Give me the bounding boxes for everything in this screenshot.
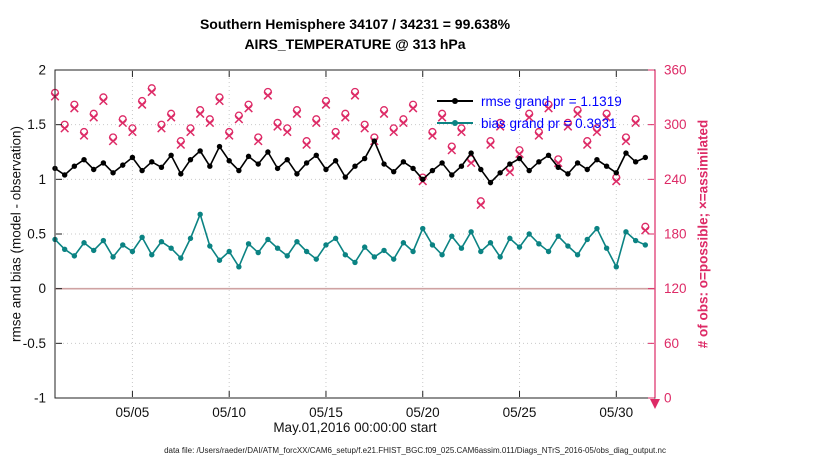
svg-text:300: 300 [664, 117, 687, 132]
rmse-series [52, 138, 649, 186]
svg-text:1: 1 [38, 172, 46, 187]
right-axis-label: # of obs: o=possible; ×=assimilated [695, 119, 711, 349]
legend-item-rmse: rmse grand pr = 1.1319 [437, 90, 622, 112]
chart-title-line2: AIRS_TEMPERATURE @ 313 hPa [244, 36, 466, 52]
legend: rmse grand pr = 1.1319 bias grand pr = 0… [437, 90, 622, 134]
data-file-caption: data file: /Users/raeder/DAI/ATM_forcXX/… [164, 446, 666, 455]
chart-title: Southern Hemisphere 34107 / 34231 = 99.6… [55, 14, 655, 54]
svg-text:-1: -1 [34, 391, 46, 406]
svg-text:05/25: 05/25 [503, 405, 537, 420]
tick-labels: -1 -0.5 0 0.5 1 1.5 2 0 60 120 180 240 300 360 05/05 05… [23, 63, 687, 421]
left-axis-label: rmse and bias (model - observation) [8, 125, 24, 343]
svg-text:05/10: 05/10 [212, 405, 246, 420]
rmse-marker-icon [452, 98, 458, 104]
legend-label-rmse: rmse grand pr = 1.1319 [481, 93, 622, 109]
bias-marker-icon [452, 120, 458, 126]
legend-item-bias: bias grand pr = 0.3931 [437, 112, 622, 134]
bias-line-sample [437, 120, 473, 126]
svg-text:360: 360 [664, 63, 687, 78]
chart-title-line1: Southern Hemisphere 34107 / 34231 = 99.6… [199, 16, 511, 32]
bias-series [52, 211, 649, 270]
rmse-line-sample [437, 98, 473, 104]
svg-text:180: 180 [664, 227, 687, 242]
svg-text:0: 0 [664, 391, 672, 406]
x-axis-label: May.01,2016 00:00:00 start [273, 420, 437, 435]
svg-text:240: 240 [664, 172, 687, 187]
svg-text:05/20: 05/20 [406, 405, 440, 420]
svg-text:1.5: 1.5 [27, 117, 46, 132]
svg-text:120: 120 [664, 281, 687, 296]
legend-label-bias: bias grand pr = 0.3931 [481, 115, 617, 131]
svg-text:0: 0 [38, 281, 46, 296]
svg-text:60: 60 [664, 336, 679, 351]
svg-text:05/30: 05/30 [599, 405, 633, 420]
obs-axis-arrow-icon [650, 399, 660, 409]
svg-text:05/05: 05/05 [116, 405, 150, 420]
axes-box [54, 69, 656, 399]
svg-text:-0.5: -0.5 [23, 336, 46, 351]
obs-count-markers [50, 84, 650, 235]
svg-text:05/15: 05/15 [309, 405, 343, 420]
svg-text:2: 2 [38, 63, 46, 78]
svg-text:0.5: 0.5 [27, 227, 46, 242]
